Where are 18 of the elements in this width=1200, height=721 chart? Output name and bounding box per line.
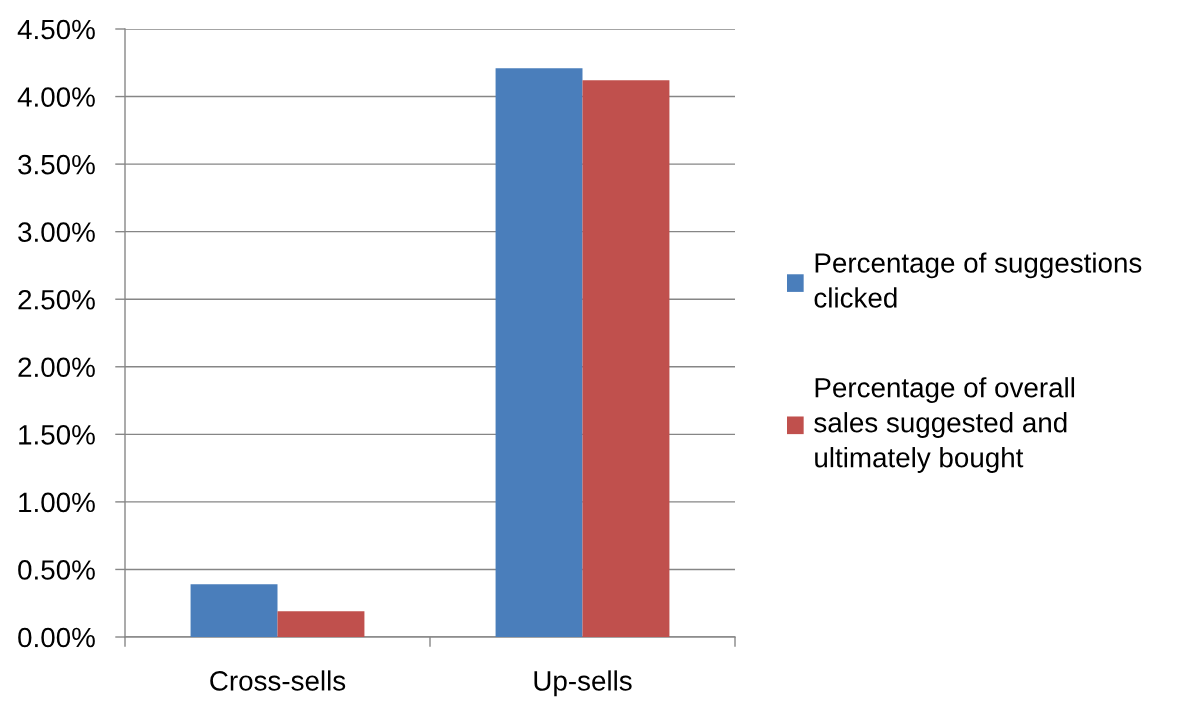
- legend-label: Percentage of overall sales suggested and ultimately bought: [814, 377, 1075, 473]
- bar: [190, 584, 278, 637]
- y-tick-label: 0.50%: [18, 560, 95, 580]
- y-tick-label: 1.00%: [19, 492, 95, 513]
- y-tick-label: 2.50%: [18, 289, 95, 310]
- x-tick-label: Cross-sells: [210, 670, 346, 691]
- y-tick-label: 3.50%: [18, 154, 95, 175]
- legend-label: Percentage of suggestions clicked: [814, 252, 1142, 308]
- y-tick-label: 2.00%: [18, 357, 95, 378]
- y-tick-label: 4.00%: [17, 87, 95, 107]
- x-tick-label: Up-sells: [534, 670, 632, 697]
- y-tick-label: 4.50%: [17, 19, 95, 40]
- y-tick-label: 0.00%: [18, 627, 95, 648]
- y-tick-label: 3.00%: [18, 222, 95, 243]
- bar: [582, 80, 670, 637]
- bar: [277, 611, 365, 637]
- y-tick-label: 1.50%: [19, 425, 95, 445]
- bar: [495, 68, 583, 637]
